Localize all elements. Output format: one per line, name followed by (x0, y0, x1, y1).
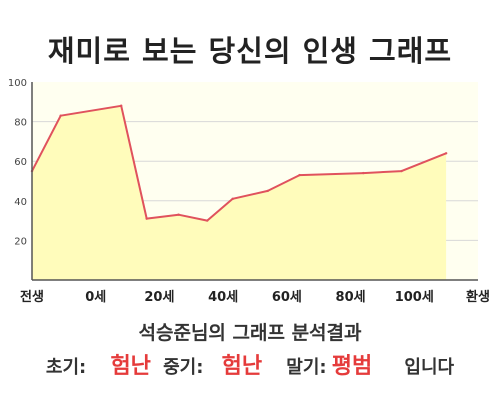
page-title: 재미로 보는 당신의 인생 그래프 (47, 34, 453, 68)
result-suffix: 입니다 (404, 357, 455, 378)
x-tick-label: 100세 (395, 290, 434, 305)
data-point (266, 189, 269, 193)
data-point (145, 217, 148, 220)
data-point (120, 104, 123, 107)
y-tick-label: 40 (14, 197, 27, 208)
analysis-result-line: 초기: 험난 중기: 험난 말기: 평범 입니다 (0, 348, 500, 380)
data-point (362, 171, 365, 175)
y-tick-label: 20 (14, 236, 27, 247)
data-point (206, 219, 209, 222)
mid-label: 중기: (163, 357, 204, 378)
x-tick-label: 20세 (144, 290, 174, 305)
series-area (32, 105, 447, 280)
series-line (31, 104, 447, 222)
mid-value: 험난 (221, 354, 263, 379)
analysis-title: 석승준님의 그래프 분석결과 (138, 322, 362, 344)
early-value: 험난 (110, 354, 151, 379)
y-tick-label: 80 (14, 118, 27, 129)
data-point (231, 197, 234, 201)
data-point (59, 114, 62, 117)
x-tick-label: 60세 (272, 290, 302, 305)
x-tick-label: 80세 (336, 290, 366, 305)
late-label: 말기: (286, 357, 327, 378)
data-point (400, 169, 403, 173)
data-point (298, 173, 301, 177)
y-tick-label: 100 (8, 78, 27, 89)
x-tick-label: 40세 (208, 290, 238, 305)
late-value: 평범 (331, 354, 373, 379)
x-tick-label: 전생 (20, 289, 44, 305)
data-point (444, 152, 448, 155)
life-graph-chart: 20 40 60 80 100 전생 0세 20세 40세 60세 80세 100세 환생 (8, 78, 490, 305)
early-label: 초기: (45, 357, 87, 378)
x-tick-label: 0세 (85, 290, 106, 305)
data-point (177, 213, 180, 216)
y-tick-label: 60 (14, 157, 27, 168)
x-tick-label: 환생 (466, 289, 490, 305)
